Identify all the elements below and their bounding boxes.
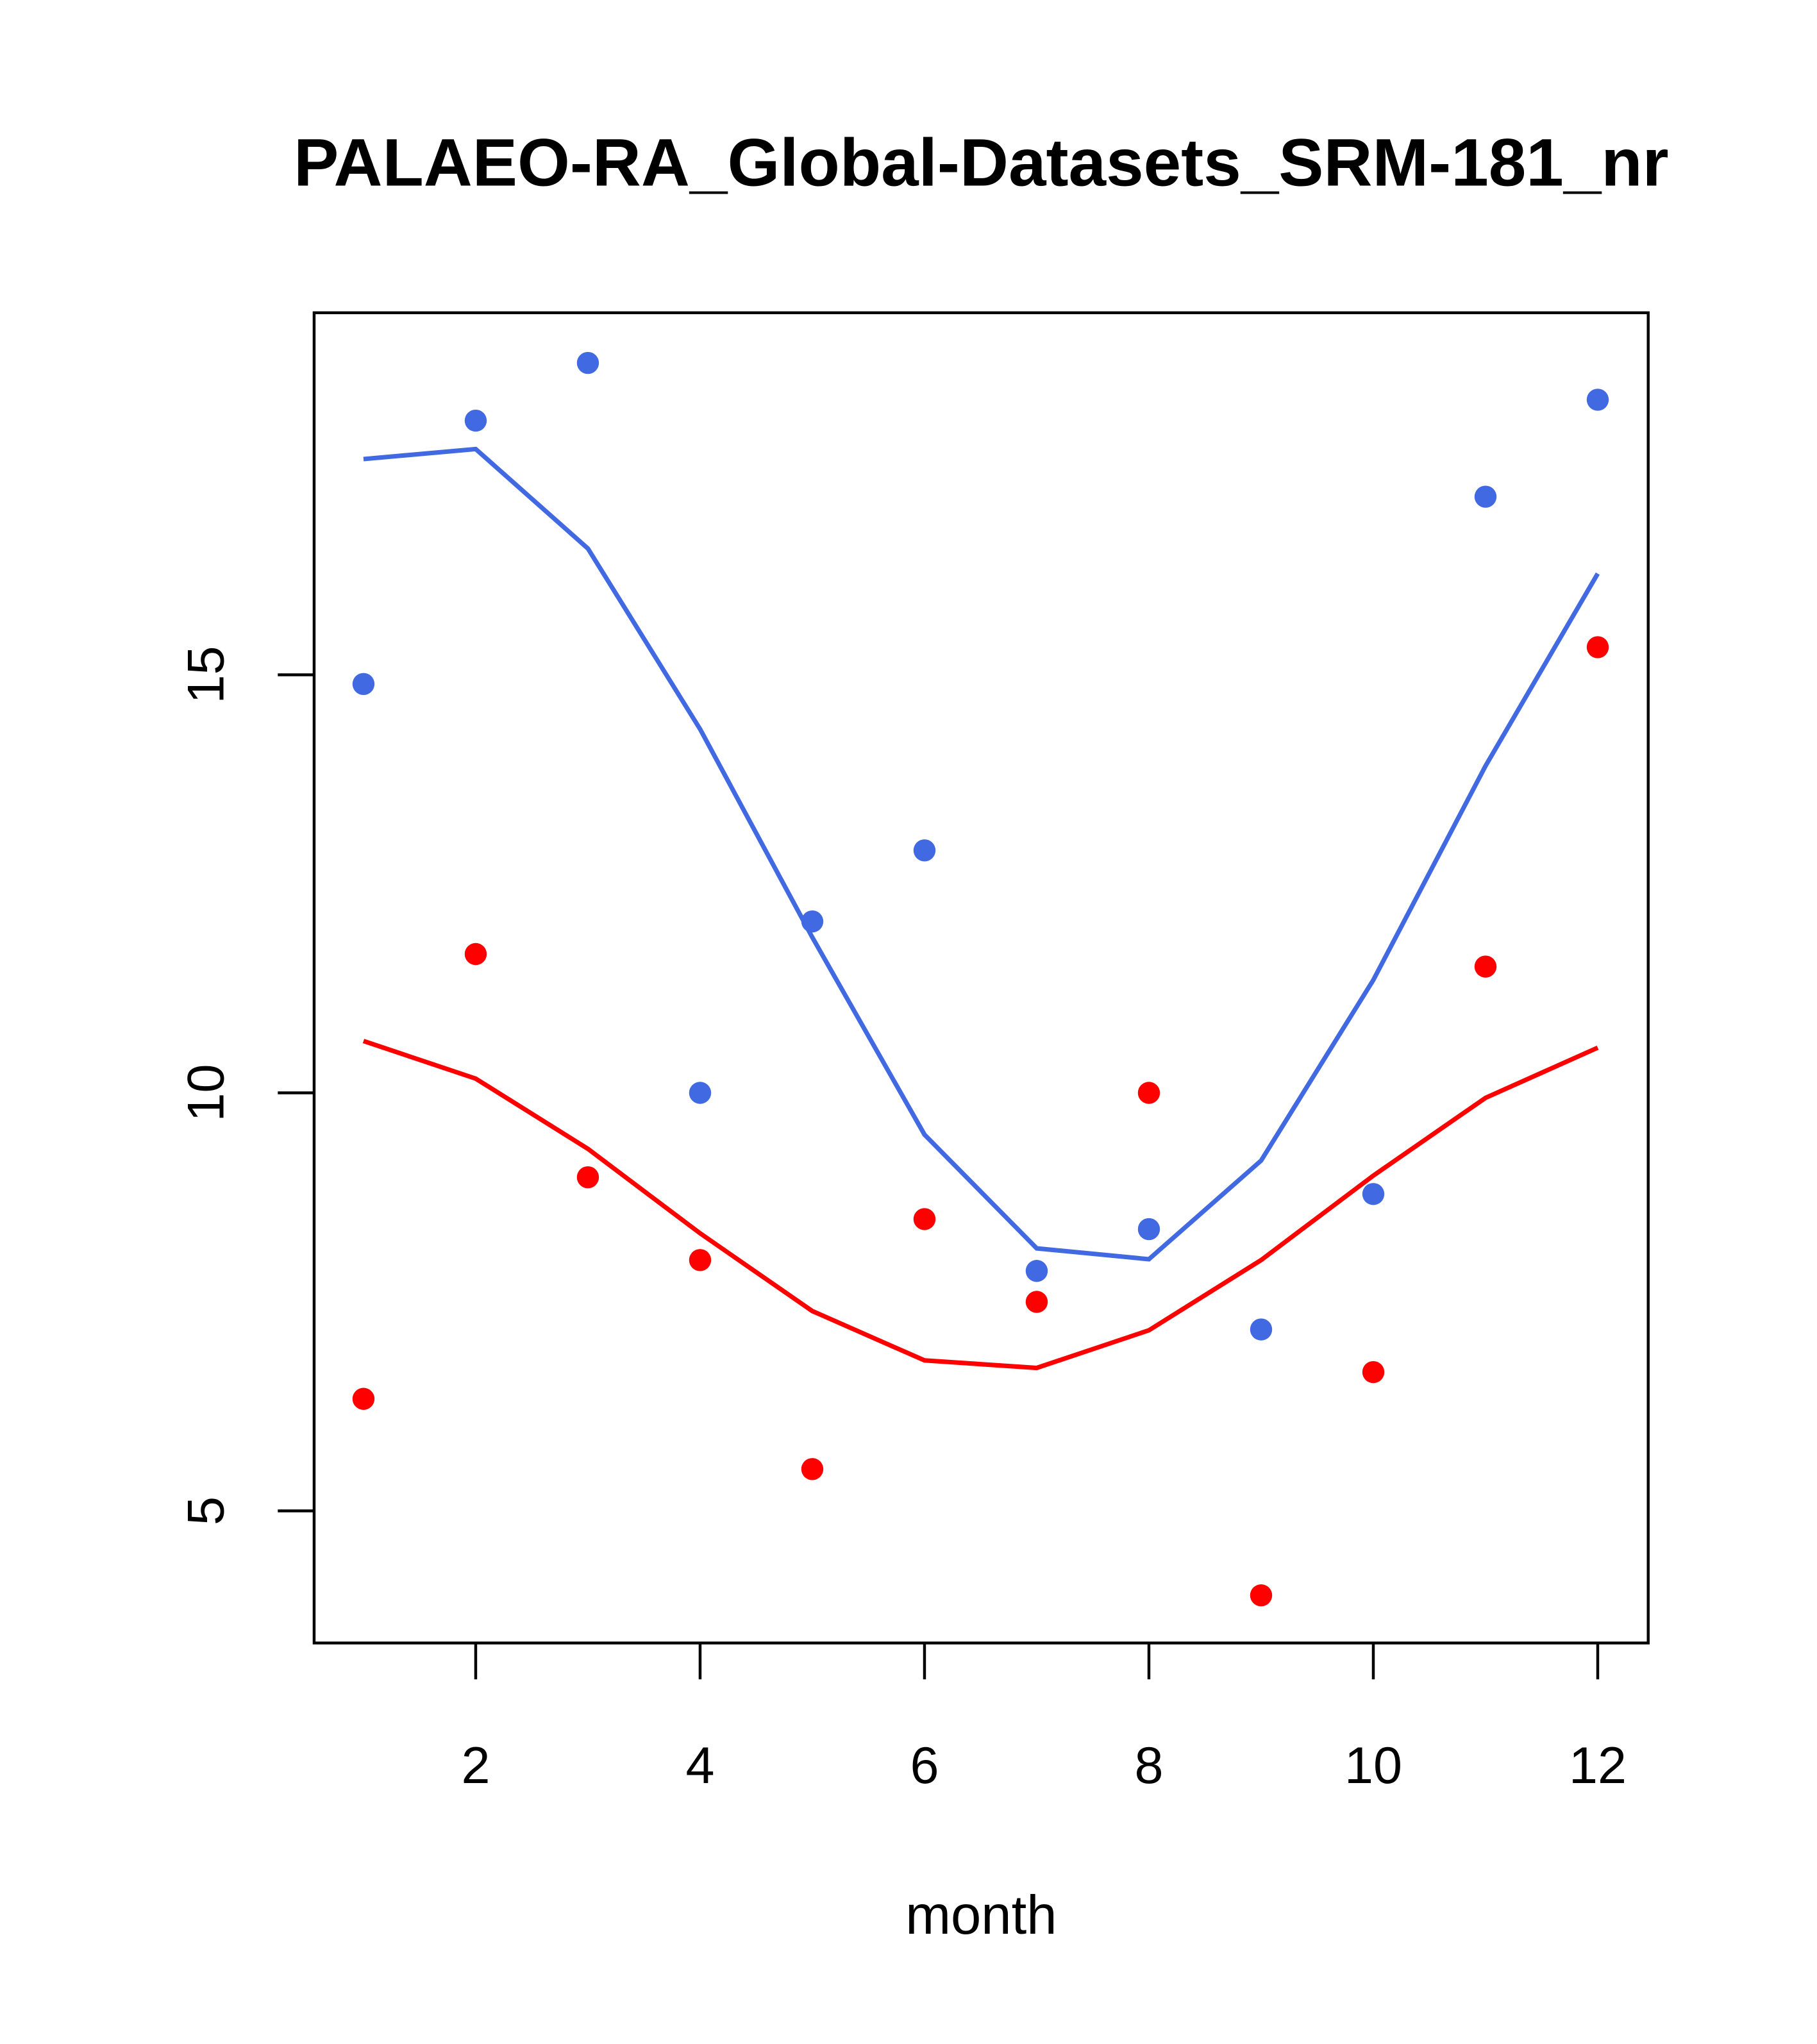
red-point [689, 1249, 712, 1271]
blue-point [1025, 1260, 1048, 1282]
red-point [913, 1208, 936, 1230]
blue-point [689, 1082, 712, 1104]
blue-line-series [363, 446, 1600, 1262]
blue-point [1250, 1318, 1273, 1341]
red-point [352, 1387, 375, 1410]
y-axis: 5 10 15 [177, 646, 314, 1525]
blue-point [352, 673, 375, 696]
y-tick-label: 10 [177, 1064, 235, 1121]
red-point [1250, 1584, 1273, 1607]
x-axis-label: month [905, 1885, 1057, 1946]
blue-point [1474, 485, 1497, 508]
y-tick-label: 15 [177, 646, 235, 703]
chart-title: PALAEO-RA_Global-Datasets_SRM-181_nr [294, 125, 1669, 200]
x-axis: 2 4 6 8 10 12 [461, 1643, 1627, 1795]
red-point [464, 942, 487, 966]
red-point [1474, 955, 1497, 978]
x-tick-label: 2 [461, 1737, 490, 1795]
x-tick-label: 10 [1344, 1737, 1402, 1795]
x-tick-label: 6 [910, 1737, 939, 1795]
plot-marks [352, 351, 1609, 1607]
red-point [1362, 1361, 1385, 1384]
red-point [1586, 636, 1609, 658]
blue-point [1586, 389, 1609, 411]
blue-point [1137, 1218, 1160, 1241]
red-line-series [362, 1039, 1599, 1371]
red-point [801, 1458, 824, 1480]
red-point [1137, 1082, 1160, 1104]
plot-frame [312, 311, 1650, 1645]
blue-point [1362, 1183, 1385, 1205]
x-tick-label: 8 [1134, 1737, 1163, 1795]
x-tick-label: 4 [685, 1737, 714, 1795]
blue-point [464, 409, 487, 432]
y-tick-label: 5 [177, 1496, 235, 1525]
blue-point [913, 839, 936, 862]
blue-point [576, 351, 599, 374]
red-point [576, 1166, 599, 1189]
x-tick-label: 12 [1569, 1737, 1627, 1795]
red-point [1025, 1291, 1048, 1313]
